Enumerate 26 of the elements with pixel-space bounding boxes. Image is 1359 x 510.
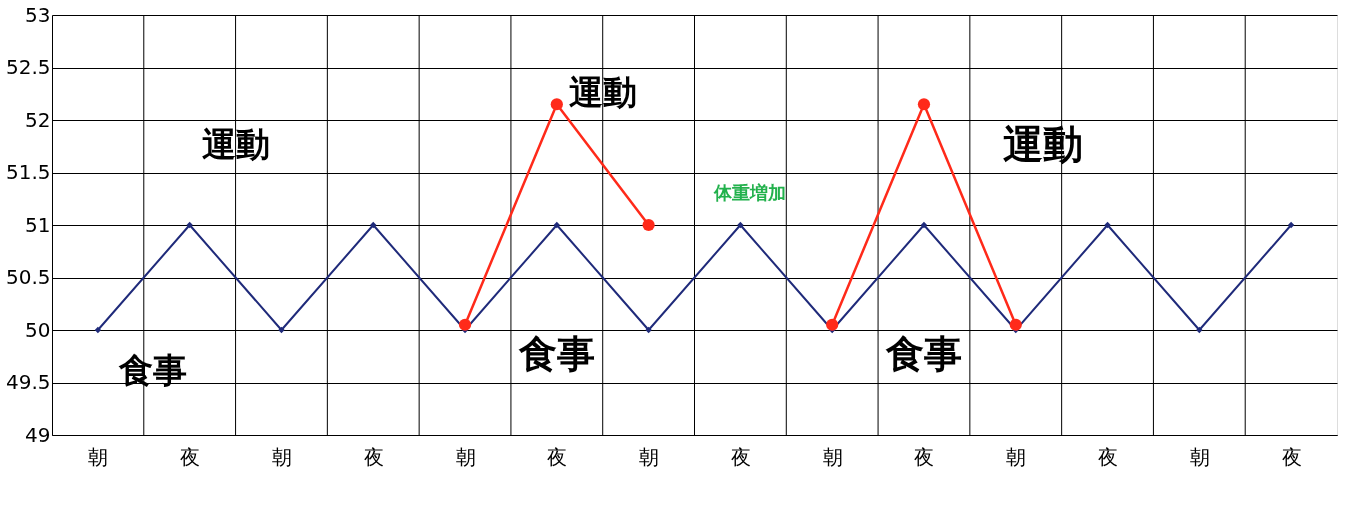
x-tick-label: 朝 — [822, 444, 843, 469]
x-tick-label: 夜 — [914, 444, 935, 469]
annotation: 体重増加 — [712, 181, 786, 203]
x-tick-label: 夜 — [180, 444, 201, 469]
y-tick-label: 50 — [25, 317, 51, 342]
x-tick-label: 朝 — [455, 444, 476, 469]
annotation: 食事 — [517, 332, 595, 377]
x-tick-label: 朝 — [639, 444, 660, 469]
y-tick-label: 52.5 — [5, 55, 51, 79]
x-tick-label: 朝 — [1189, 444, 1210, 469]
x-tick-label: 朝 — [271, 444, 292, 469]
x-tick-label: 夜 — [547, 444, 568, 469]
x-tick-label: 夜 — [1098, 444, 1119, 469]
x-tick-label: 夜 — [730, 444, 751, 469]
y-tick-label: 50.5 — [5, 265, 51, 289]
y-tick-label: 49.5 — [5, 370, 51, 394]
x-tick-label: 朝 — [88, 444, 109, 469]
y-tick-label: 49 — [25, 422, 51, 447]
x-tick-label: 夜 — [1281, 444, 1302, 469]
y-tick-label: 52 — [25, 107, 51, 132]
y-tick-label: 51.5 — [5, 160, 51, 184]
y-tick-label: 51 — [25, 212, 51, 237]
annotation: 食事 — [884, 332, 962, 377]
x-tick-label: 朝 — [1006, 444, 1027, 469]
x-tick-label: 夜 — [363, 444, 384, 469]
y-tick-label: 53 — [25, 2, 51, 27]
